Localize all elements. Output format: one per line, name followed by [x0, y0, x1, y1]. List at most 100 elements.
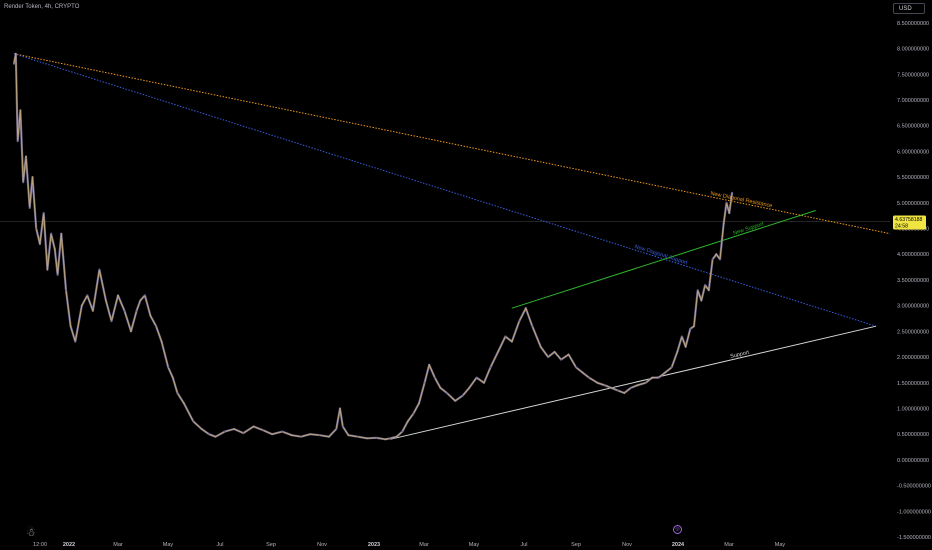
price-point	[14, 52, 17, 55]
price-point	[192, 420, 195, 423]
price-point	[423, 381, 426, 384]
price-point	[135, 309, 138, 312]
y-axis[interactable]: -1.500000000 -1.000000000 -0.500000000 0.00…	[897, 21, 931, 541]
price-tag-countdown: 24:58	[895, 223, 908, 229]
price-point	[171, 376, 174, 379]
trendline-2	[511, 210, 816, 309]
price-point	[160, 340, 163, 343]
y-tick-label: 2.000000000	[897, 355, 929, 361]
price-point	[575, 366, 577, 369]
price-point	[366, 437, 368, 440]
price-point	[39, 243, 41, 245]
chart-title: Render Token, 4h, CRYPTO	[4, 4, 80, 10]
price-point	[242, 432, 245, 434]
price-point	[446, 392, 448, 394]
price-point	[511, 340, 513, 343]
price-point	[347, 434, 350, 436]
y-tick-label: 5.000000000	[897, 201, 929, 207]
price-point	[689, 327, 692, 330]
price-point	[389, 437, 391, 440]
x-tick-label: Nov	[317, 542, 327, 548]
price-point	[616, 389, 619, 392]
price-point	[233, 428, 235, 430]
price-point	[623, 392, 626, 394]
price-point	[693, 325, 695, 328]
trendline-labels: New Diagonal Resistance New Diagonal Supp…	[634, 191, 773, 360]
price-point	[74, 340, 77, 343]
price-point	[636, 384, 639, 387]
price-point	[433, 376, 436, 379]
y-tick-label: 4.500000000	[897, 227, 929, 233]
event-marker-icon[interactable]: ◎	[673, 525, 682, 534]
price-point	[31, 176, 34, 178]
price-point	[489, 366, 492, 369]
price-point	[401, 430, 404, 433]
price-point	[700, 299, 703, 302]
x-tick-label: 2023	[368, 542, 380, 548]
price-point	[676, 351, 679, 353]
y-tick-label: 5.500000000	[897, 175, 929, 181]
x-tick-label: Jul	[216, 542, 223, 548]
tradingview-logo-icon[interactable]: ☃	[26, 527, 36, 539]
y-tick-label: 0.500000000	[897, 432, 929, 438]
x-tick-label: Sep	[266, 542, 276, 548]
trendline-0	[13, 53, 891, 235]
price-point	[123, 309, 126, 312]
price-point	[664, 371, 666, 374]
y-tick-label: 1.000000000	[897, 406, 929, 412]
price-point	[342, 425, 344, 428]
price-point	[92, 309, 94, 312]
price-point	[454, 399, 457, 402]
price-point	[35, 227, 38, 230]
price-point	[200, 428, 203, 430]
currency-selector[interactable]: USD	[893, 3, 925, 14]
price-point	[60, 232, 63, 235]
x-tick-label: Mar	[724, 542, 734, 548]
price-point	[547, 356, 549, 358]
price-point	[13, 63, 15, 65]
price-point	[208, 433, 210, 435]
price-point	[167, 366, 169, 369]
price-point	[428, 363, 431, 366]
y-tick-label: 7.500000000	[897, 72, 929, 78]
y-tick-label: 3.500000000	[897, 278, 929, 284]
price-point	[651, 376, 653, 379]
price-point	[375, 436, 378, 439]
price-point	[86, 294, 89, 297]
x-tick-label: May	[163, 542, 174, 548]
price-point	[475, 376, 478, 379]
price-point	[719, 258, 721, 261]
price-point	[581, 371, 584, 374]
price-tag-value: 4.63758188	[895, 217, 923, 223]
price-point	[553, 351, 556, 353]
price-point	[50, 232, 52, 235]
price-point	[630, 387, 632, 389]
y-tick-label: 0.000000000	[897, 458, 929, 464]
y-tick-label: -1.500000000	[897, 535, 931, 541]
price-point	[407, 420, 409, 423]
price-point	[596, 381, 599, 384]
price-tag-box	[893, 215, 926, 230]
price-point	[610, 387, 613, 389]
price-point	[504, 335, 507, 338]
price-point	[252, 425, 255, 428]
y-tick-label: 1.500000000	[897, 381, 929, 387]
x-tick-label: Nov	[622, 542, 632, 548]
x-tick-label: 2022	[63, 542, 75, 548]
trendline-label-0: New Diagonal Resistance	[710, 191, 773, 210]
x-axis: 12:00 2022 Mar May Jul Sep Nov 2023 Mar May Jul Sep…	[33, 542, 785, 548]
x-tick-label: Sep	[571, 542, 581, 548]
price-point	[110, 320, 113, 322]
price-point	[117, 294, 119, 297]
price-point	[65, 289, 67, 292]
price-point	[183, 402, 185, 405]
price-point	[670, 366, 673, 369]
price-series	[12, 52, 734, 441]
price-point	[711, 258, 714, 261]
price-point	[28, 207, 31, 209]
price-point	[176, 392, 179, 394]
price-point	[412, 412, 415, 415]
price-point	[339, 407, 341, 410]
price-point	[531, 325, 534, 328]
